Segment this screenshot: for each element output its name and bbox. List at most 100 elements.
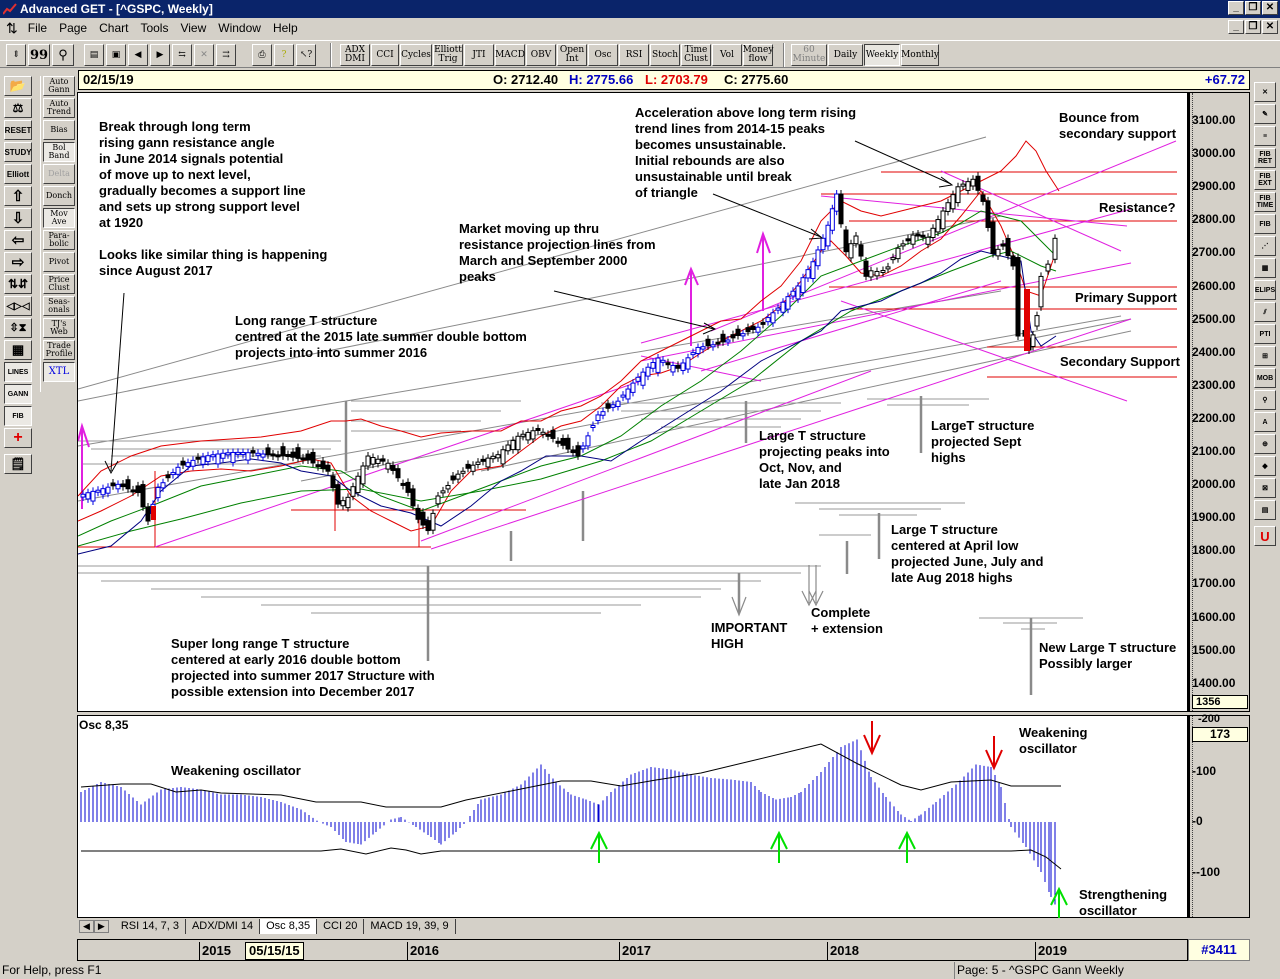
menu-chart[interactable]: Chart [99, 21, 129, 35]
right-tool-button[interactable]: ◆ [1254, 456, 1276, 476]
tab-macd[interactable]: MACD 19, 39, 9 [364, 919, 456, 934]
study-button[interactable]: XTL [43, 362, 75, 382]
study-toolbar-button[interactable]: CCI [371, 44, 399, 66]
study-toolbar-button[interactable]: Money flow [742, 44, 774, 66]
price-axis[interactable]: 1356 3100.00 3000.00 2900.00 2800.00 2700.00… [1188, 92, 1250, 712]
right-tool-button[interactable]: ⊞ [1254, 346, 1276, 366]
print-icon[interactable]: ⎙ [252, 44, 272, 66]
properties-icon[interactable]: 🗒 [4, 454, 32, 474]
study-toolbar-button[interactable]: Open Int [557, 44, 587, 66]
study-toolbar-button[interactable]: Stoch [650, 44, 680, 66]
compress-bars-icon[interactable]: ⇅⇵ [4, 274, 32, 294]
right-tool-button[interactable]: FIB [1254, 214, 1276, 234]
right-tool-button[interactable]: FIB TIME [1254, 192, 1276, 212]
study-toolbar-button[interactable]: OBV [526, 44, 556, 66]
price-chart[interactable]: Break through long term rising gann resi… [77, 92, 1188, 712]
cursor-tool-button[interactable]: ⇕ [6, 44, 26, 66]
study-button[interactable]: Auto Trend [43, 98, 75, 118]
study-button[interactable]: Donch [43, 186, 75, 206]
study-button[interactable]: Para- bolic [43, 230, 75, 250]
right-tool-button[interactable]: ▤ [1254, 500, 1276, 520]
expand-vertical-icon[interactable]: ⇳⧗ [4, 318, 32, 338]
menu-window[interactable]: Window [218, 21, 261, 35]
menu-tools[interactable]: Tools [140, 21, 169, 35]
right-tool-button[interactable]: ELIPS [1254, 280, 1276, 300]
study-button[interactable]: Bias [43, 120, 75, 140]
right-tool-button[interactable]: ⋰ [1254, 236, 1276, 256]
split-icon[interactable]: ⇉ [216, 44, 236, 66]
study-toolbar-button[interactable]: Time Clust [681, 44, 711, 66]
tab-scroll-left[interactable]: ◀ [79, 920, 94, 933]
study-toolbar-button[interactable]: MACD [495, 44, 525, 66]
quote-button[interactable]: 99 [28, 44, 50, 66]
tab-rsi[interactable]: RSI 14, 7, 3 [115, 919, 186, 934]
study-button[interactable]: Trade Profile [43, 340, 75, 360]
forward-icon[interactable]: ▶ [150, 44, 170, 66]
study-toolbar-button[interactable]: Elliott Trig [433, 44, 463, 66]
restore-button[interactable]: ❐ [1245, 1, 1261, 15]
menu-page[interactable]: Page [59, 21, 88, 35]
study-toolbar-button[interactable]: Cycles [400, 44, 432, 66]
right-tool-button[interactable]: ⫽ [1254, 302, 1276, 322]
doc-minimize-button[interactable]: _ [1228, 20, 1244, 34]
gann-button[interactable]: GANN [4, 384, 32, 404]
study-button[interactable]: Bol Band [43, 142, 75, 162]
arrow-left-icon[interactable]: ⇦ [4, 230, 32, 250]
menu-help[interactable]: Help [272, 21, 298, 35]
right-tool-button[interactable]: A [1254, 412, 1276, 432]
link-icon[interactable]: ⇆ [172, 44, 192, 66]
timeframe-button[interactable]: 60 Minute [791, 44, 827, 66]
study-button[interactable]: Price Clust [43, 274, 75, 294]
crosshair-icon[interactable]: + [4, 428, 32, 448]
right-tool-button[interactable]: ⊠ [1254, 478, 1276, 498]
right-tool-button[interactable]: ⊕ [1254, 434, 1276, 454]
study-button[interactable]: Delta [43, 164, 75, 184]
study-button[interactable]: Pivot [43, 252, 75, 272]
minimize-button[interactable]: _ [1228, 1, 1244, 15]
back-icon[interactable]: ◀ [128, 44, 148, 66]
right-tool-button[interactable]: MOB [1254, 368, 1276, 388]
timeframe-button[interactable]: Daily [828, 44, 863, 66]
right-tool-button[interactable]: ✎ [1254, 104, 1276, 124]
timeframe-button[interactable]: Weekly [864, 44, 900, 66]
elliott-button[interactable]: Elliott [4, 164, 32, 184]
study-button[interactable]: TJ's Web [43, 318, 75, 338]
arrow-down-icon[interactable]: ⇩ [4, 208, 32, 228]
zoom-search-button[interactable]: ⚲ [52, 44, 74, 66]
study-toolbar-button[interactable]: ADX DMI [340, 44, 370, 66]
study-toolbar-button[interactable]: Vol [712, 44, 742, 66]
save-icon[interactable]: ▣ [106, 44, 126, 66]
doc-close-button[interactable]: ✕ [1262, 20, 1278, 34]
date-axis[interactable]: 05/15/15 2015 2016 2017 2018 2019 [77, 939, 1188, 961]
reset-button[interactable]: RESET [4, 120, 32, 140]
right-tool-button[interactable]: ⚲ [1254, 390, 1276, 410]
study-toolbar-button[interactable]: RSI [619, 44, 649, 66]
tab-scroll-right[interactable]: ▶ [93, 920, 109, 933]
help-icon[interactable]: ? [274, 44, 294, 66]
oscillator-pane[interactable]: Osc 8,35 Weakening oscillator Weakening o… [77, 715, 1188, 919]
lines-button[interactable]: LINES [4, 362, 32, 382]
right-tool-button[interactable]: PTI [1254, 324, 1276, 344]
right-tool-button[interactable]: ▦ [1254, 258, 1276, 278]
right-tool-button[interactable]: FIB RET [1254, 148, 1276, 168]
tab-cci[interactable]: CCI 20 [317, 919, 365, 934]
disabled-tool-icon[interactable]: ✕ [194, 44, 214, 66]
context-help-icon[interactable]: ↖? [296, 44, 316, 66]
scales-icon[interactable]: ⚖ [4, 98, 32, 118]
right-tool-button[interactable]: FIB EXT [1254, 170, 1276, 190]
study-toolbar-button[interactable]: JTI [464, 44, 494, 66]
study-button[interactable]: Auto Gann [43, 76, 75, 96]
study-button[interactable]: Mov Ave [43, 208, 75, 228]
arrow-up-icon[interactable]: ⇧ [4, 186, 32, 206]
tab-adx-dmi[interactable]: ADX/DMI 14 [186, 919, 261, 934]
doc-restore-button[interactable]: ❐ [1245, 20, 1261, 34]
right-tool-button[interactable]: ✕ [1254, 82, 1276, 102]
close-button[interactable]: ✕ [1262, 1, 1278, 15]
fib-button[interactable]: FIB [4, 406, 32, 426]
right-tool-button[interactable]: U [1254, 526, 1276, 546]
menu-file[interactable]: File [27, 21, 48, 35]
tab-osc[interactable]: Osc 8,35 [260, 919, 318, 934]
arrow-right-icon[interactable]: ⇨ [4, 252, 32, 272]
menu-view[interactable]: View [180, 21, 207, 35]
open-folder-icon[interactable]: 📂 [4, 76, 32, 96]
